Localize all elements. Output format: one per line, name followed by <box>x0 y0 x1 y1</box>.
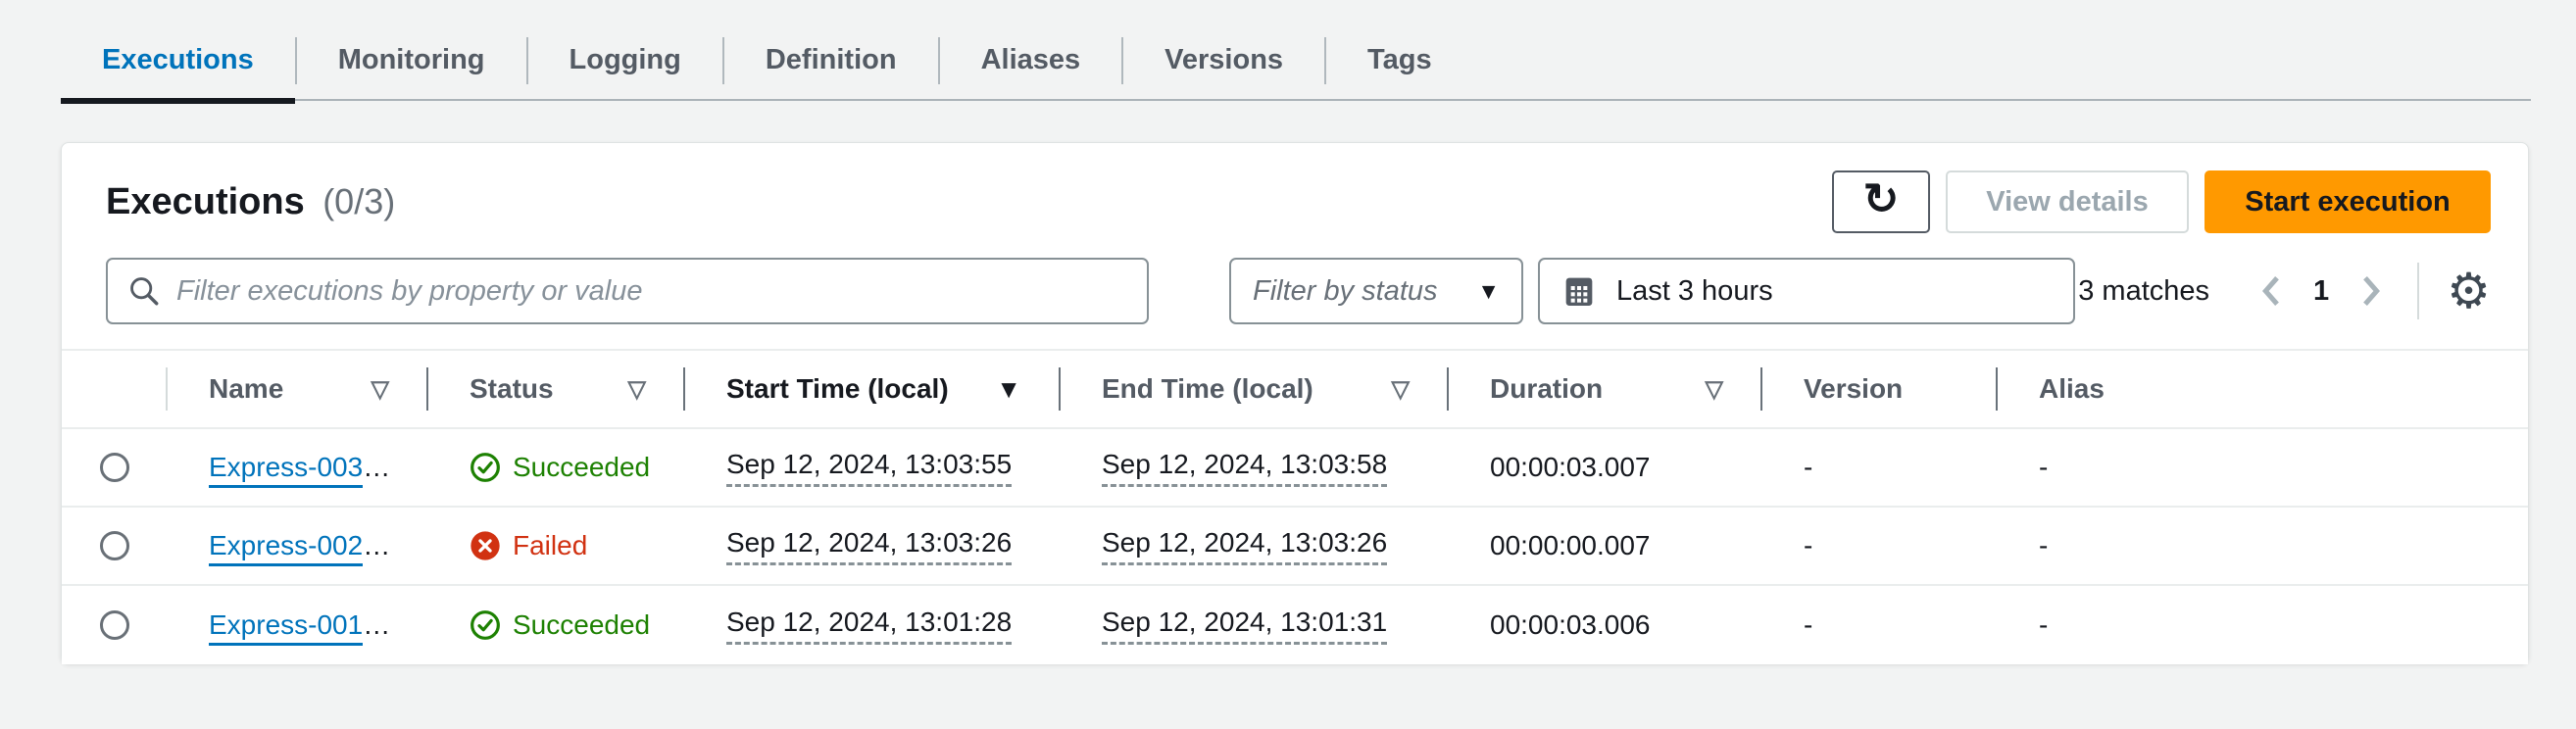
status-badge: Succeeded <box>513 609 651 640</box>
select-all-column-header <box>62 351 168 427</box>
previous-page-button[interactable] <box>2253 271 2292 311</box>
name-cell: Express-001… <box>168 609 428 646</box>
table-header-row: Name ▽ Status ▽ Start Time (local) ▼ End… <box>62 349 2528 429</box>
col-header-version[interactable]: Version <box>1762 351 1998 427</box>
pagination: 3 matches 1 ⚙ <box>2078 263 2491 319</box>
panel-title-group: Executions (0/3) <box>106 181 395 223</box>
table-row: Express-001… Succeeded Sep 12, 2024, 13:… <box>62 586 2528 664</box>
name-cell: Express-002… <box>168 530 428 566</box>
sort-icon[interactable]: ▽ <box>1391 375 1410 403</box>
end-time[interactable]: Sep 12, 2024, 13:01:31 <box>1102 607 1388 645</box>
alias-cell: - <box>2039 530 2049 560</box>
sort-icon[interactable]: ▽ <box>1705 375 1723 403</box>
sort-icon[interactable]: ▼ <box>996 373 1021 404</box>
date-range-picker[interactable]: Last 3 hours <box>1538 258 2075 324</box>
tab-separator <box>294 36 297 84</box>
radio-button[interactable] <box>100 531 129 560</box>
tab-separator <box>721 36 724 84</box>
view-details-button[interactable]: View details <box>1946 170 2189 233</box>
status-badge: Succeeded <box>513 452 651 482</box>
end-time[interactable]: Sep 12, 2024, 13:03:26 <box>1102 527 1388 565</box>
search-box[interactable] <box>106 258 1149 324</box>
gear-icon[interactable]: ⚙ <box>2447 264 2491 318</box>
execution-name-link[interactable]: Express-002 <box>209 530 364 566</box>
alias-cell: - <box>2039 609 2049 640</box>
tab-separator <box>1324 36 1327 84</box>
col-header-duration[interactable]: Duration ▽ <box>1449 351 1762 427</box>
execution-name-link[interactable]: Express-001 <box>209 609 364 646</box>
version-cell: - <box>1804 609 1813 640</box>
chevron-left-icon <box>2262 276 2279 306</box>
tab-separator <box>525 36 528 84</box>
radio-button[interactable] <box>100 610 129 640</box>
succeeded-icon <box>471 610 500 640</box>
tab-tags[interactable]: Tags <box>1367 44 1432 75</box>
start-time[interactable]: Sep 12, 2024, 13:03:26 <box>726 527 1013 565</box>
status-cell: Failed <box>428 530 685 561</box>
selection-count: (0/3) <box>322 180 396 221</box>
col-header-status[interactable]: Status ▽ <box>428 351 685 427</box>
sort-icon[interactable]: ▽ <box>371 375 389 403</box>
match-count: 3 matches <box>2078 274 2210 307</box>
tab-separator <box>1121 36 1124 84</box>
duration-cell: 00:00:03.007 <box>1490 452 1651 482</box>
refresh-button[interactable]: ↻ <box>1832 170 1930 233</box>
search-input[interactable] <box>176 274 1127 308</box>
date-range-value: Last 3 hours <box>1616 274 1773 307</box>
version-cell: - <box>1804 452 1813 482</box>
pagination-divider <box>2417 263 2420 319</box>
status-cell: Succeeded <box>428 452 685 483</box>
name-cell: Express-003… <box>168 452 428 488</box>
tab-versions[interactable]: Versions <box>1164 44 1284 75</box>
end-time[interactable]: Sep 12, 2024, 13:03:58 <box>1102 449 1388 487</box>
panel-header: Executions (0/3) ↻ View details Start ex… <box>106 169 2491 235</box>
tab-aliases[interactable]: Aliases <box>980 44 1081 75</box>
failed-icon <box>471 531 500 560</box>
table-row: Express-002… Failed Sep 12, 2024, 13:03:… <box>62 508 2528 586</box>
page-title: Executions <box>106 180 305 222</box>
col-header-alias[interactable]: Alias <box>2039 373 2105 404</box>
start-time[interactable]: Sep 12, 2024, 13:01:28 <box>726 607 1013 645</box>
action-buttons: ↻ View details Start execution <box>1832 170 2491 233</box>
tab-logging[interactable]: Logging <box>569 44 681 75</box>
truncation-ellipsis: … <box>363 452 391 482</box>
version-cell: - <box>1804 530 1813 560</box>
alias-cell: - <box>2039 452 2049 482</box>
start-execution-button[interactable]: Start execution <box>2204 170 2491 233</box>
tab-executions[interactable]: Executions <box>61 20 295 104</box>
status-badge: Failed <box>513 530 588 560</box>
tab-separator <box>937 36 940 84</box>
start-time[interactable]: Sep 12, 2024, 13:03:55 <box>726 449 1013 487</box>
duration-cell: 00:00:03.006 <box>1490 609 1651 640</box>
filter-row: Filter by status ▼ Last 3 hours <box>106 258 2491 324</box>
page-number[interactable]: 1 <box>2313 274 2330 307</box>
duration-cell: 00:00:00.007 <box>1490 530 1651 560</box>
truncation-ellipsis: … <box>363 530 391 560</box>
tab-bar: Executions Monitoring Logging Definition… <box>61 20 1473 104</box>
refresh-icon: ↻ <box>1862 175 1900 223</box>
executions-table: Name ▽ Status ▽ Start Time (local) ▼ End… <box>62 349 2528 664</box>
chevron-right-icon <box>2363 276 2381 306</box>
tab-definition[interactable]: Definition <box>765 44 897 75</box>
calendar-icon <box>1565 277 1593 306</box>
next-page-button[interactable] <box>2351 271 2390 311</box>
col-header-start-time[interactable]: Start Time (local) ▼ <box>685 351 1061 427</box>
sort-icon[interactable]: ▽ <box>627 375 646 403</box>
execution-name-link[interactable]: Express-003 <box>209 452 364 488</box>
executions-panel: Executions (0/3) ↻ View details Start ex… <box>61 142 2529 664</box>
status-filter-label: Filter by status <box>1253 274 1438 307</box>
radio-button[interactable] <box>100 453 129 482</box>
search-icon <box>130 277 159 306</box>
col-header-name[interactable]: Name ▽ <box>168 351 428 427</box>
status-filter-dropdown[interactable]: Filter by status ▼ <box>1229 258 1523 324</box>
tab-monitoring[interactable]: Monitoring <box>337 44 485 75</box>
col-header-end-time[interactable]: End Time (local) ▽ <box>1061 351 1449 427</box>
status-cell: Succeeded <box>428 609 685 641</box>
table-row: Express-003… Succeeded Sep 12, 2024, 13:… <box>62 429 2528 508</box>
truncation-ellipsis: … <box>363 609 391 640</box>
succeeded-icon <box>471 453 500 482</box>
tabs-divider-line <box>61 99 2531 101</box>
chevron-down-icon: ▼ <box>1477 277 1500 304</box>
